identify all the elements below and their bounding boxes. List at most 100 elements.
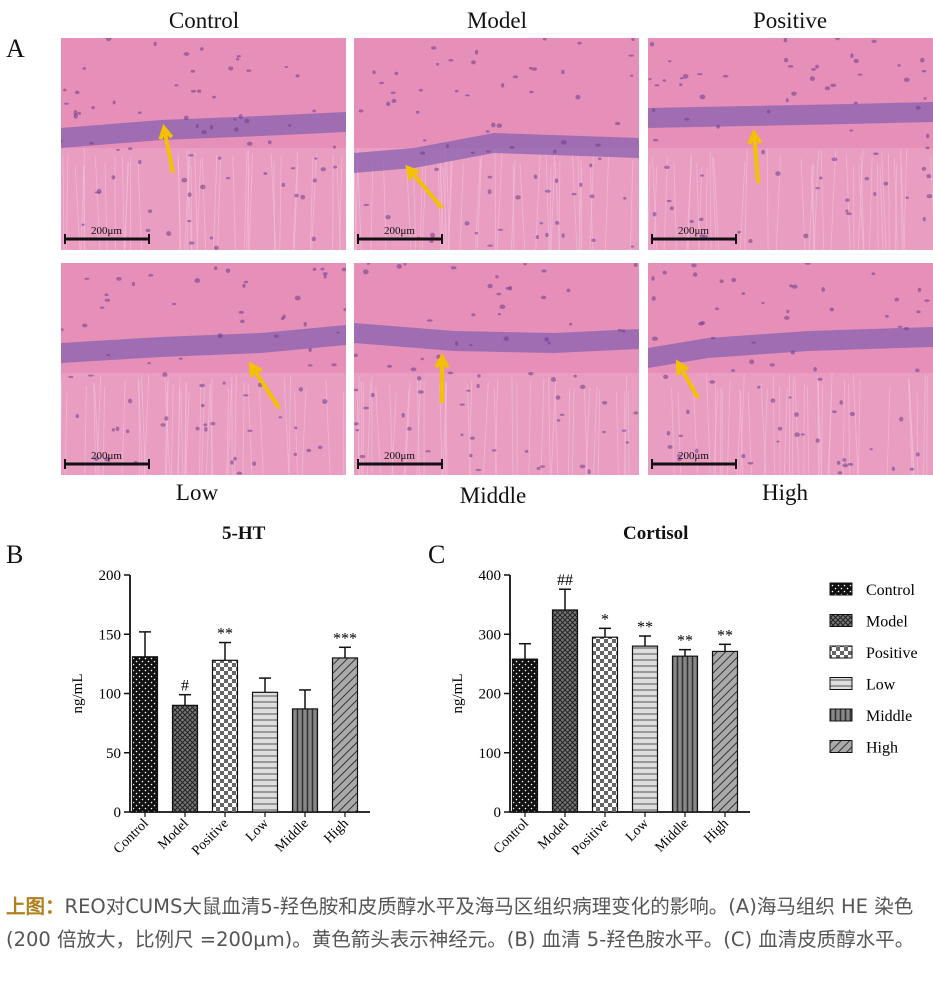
cell-nucleus bbox=[496, 123, 503, 128]
fiber bbox=[94, 156, 101, 250]
cell-nucleus bbox=[81, 223, 85, 226]
fiber bbox=[270, 153, 277, 250]
y-tick-label: 100 bbox=[99, 687, 122, 703]
cell-nucleus bbox=[589, 194, 595, 199]
fiber bbox=[180, 391, 184, 475]
cell-nucleus bbox=[737, 230, 741, 234]
significance-mark: ** bbox=[717, 627, 733, 644]
cell-nucleus bbox=[465, 94, 470, 97]
cell-nucleus bbox=[569, 322, 573, 326]
cell-nucleus bbox=[651, 108, 656, 112]
y-tick-label: 0 bbox=[494, 805, 502, 821]
bar-model bbox=[551, 609, 579, 813]
fiber bbox=[907, 378, 913, 475]
cell-nucleus bbox=[200, 403, 205, 408]
cell-nucleus bbox=[171, 302, 177, 306]
cell-nucleus bbox=[426, 319, 433, 322]
y-axis-label: ng/mL bbox=[450, 674, 466, 714]
fiber bbox=[893, 157, 898, 250]
cell-nucleus bbox=[815, 64, 819, 69]
cell-nucleus bbox=[475, 468, 482, 472]
cell-nucleus bbox=[181, 177, 188, 183]
cell-nucleus bbox=[125, 429, 130, 434]
cell-nucleus bbox=[477, 374, 481, 378]
cell-nucleus bbox=[621, 429, 627, 432]
caption-head: 上图： bbox=[6, 895, 65, 918]
cell-nucleus bbox=[785, 98, 789, 103]
cell-nucleus bbox=[73, 113, 78, 119]
cell-nucleus bbox=[550, 376, 557, 382]
scale-bar-label: 200μm bbox=[384, 450, 415, 462]
cell-nucleus bbox=[233, 456, 237, 461]
arrow-shaft bbox=[752, 132, 760, 184]
cell-nucleus bbox=[651, 336, 658, 341]
cell-nucleus bbox=[617, 329, 622, 332]
cell-nucleus bbox=[845, 209, 849, 213]
cell-nucleus bbox=[137, 111, 142, 115]
cell-nucleus bbox=[485, 130, 490, 133]
cell-nucleus bbox=[333, 165, 338, 169]
panel-c-letter: C bbox=[428, 540, 446, 569]
cell-nucleus bbox=[434, 167, 439, 172]
cell-nucleus bbox=[222, 381, 226, 385]
cell-nucleus bbox=[295, 74, 300, 78]
cell-nucleus bbox=[200, 184, 206, 190]
fiber bbox=[535, 148, 542, 250]
arrow-head bbox=[158, 123, 174, 141]
cell-nucleus bbox=[894, 297, 900, 302]
cell-nucleus bbox=[410, 367, 417, 372]
cell-nucleus bbox=[425, 450, 431, 453]
arrow-head bbox=[675, 359, 690, 376]
cell-nucleus bbox=[731, 369, 736, 372]
cell-nucleus bbox=[515, 195, 521, 200]
cell-nucleus bbox=[554, 178, 559, 184]
cell-nucleus bbox=[343, 307, 346, 312]
cell-nucleus bbox=[431, 46, 437, 50]
cell-nucleus bbox=[666, 431, 671, 436]
cell-nucleus bbox=[577, 41, 582, 45]
bar-positive bbox=[211, 659, 239, 813]
cell-nucleus bbox=[853, 58, 859, 64]
cell-nucleus bbox=[281, 182, 286, 188]
cell-nucleus bbox=[508, 286, 513, 291]
legend-label: High bbox=[866, 740, 898, 757]
cell-nucleus bbox=[68, 375, 74, 379]
cell-nucleus bbox=[420, 151, 426, 156]
cell-nucleus bbox=[524, 449, 529, 453]
scale-bar-label: 200μm bbox=[91, 450, 122, 462]
cell-nucleus bbox=[63, 88, 67, 92]
cell-nucleus bbox=[921, 166, 927, 172]
cell-nucleus bbox=[323, 274, 327, 279]
cell-nucleus bbox=[236, 471, 243, 475]
cell-nucleus bbox=[195, 123, 199, 129]
cell-nucleus bbox=[314, 157, 318, 160]
fiber bbox=[474, 158, 481, 250]
cell-nucleus bbox=[341, 267, 346, 272]
cell-nucleus bbox=[420, 357, 424, 361]
cell-nucleus bbox=[293, 452, 298, 457]
fiber bbox=[512, 164, 515, 250]
fiber bbox=[545, 153, 550, 250]
fiber bbox=[794, 374, 800, 475]
cell-nucleus bbox=[187, 192, 192, 198]
fiber bbox=[877, 164, 879, 250]
cell-nucleus bbox=[75, 414, 79, 419]
chart-legend: Control Model Positive Low Middle High bbox=[829, 582, 918, 757]
cell-nucleus bbox=[700, 321, 706, 325]
cell-nucleus bbox=[238, 310, 244, 314]
cell-nucleus bbox=[783, 38, 788, 43]
cell-nucleus bbox=[201, 130, 207, 135]
legend-label: Middle bbox=[866, 708, 912, 725]
cell-nucleus bbox=[556, 419, 561, 422]
y-tick-label: 100 bbox=[479, 746, 502, 762]
cell-nucleus bbox=[790, 350, 796, 355]
caption-body: REO对CUMS大鼠血清5-羟色胺和皮质醇水平及海马区组织病理变化的影响。(A)… bbox=[6, 895, 915, 951]
legend-swatch bbox=[829, 645, 853, 659]
fiber bbox=[528, 380, 531, 475]
cell-nucleus bbox=[831, 410, 837, 414]
fiber bbox=[185, 392, 190, 475]
fiber bbox=[184, 383, 187, 475]
cell-nucleus bbox=[166, 231, 172, 236]
significance-mark: ** bbox=[637, 619, 653, 636]
scale-bar-label: 200μm bbox=[91, 225, 122, 237]
